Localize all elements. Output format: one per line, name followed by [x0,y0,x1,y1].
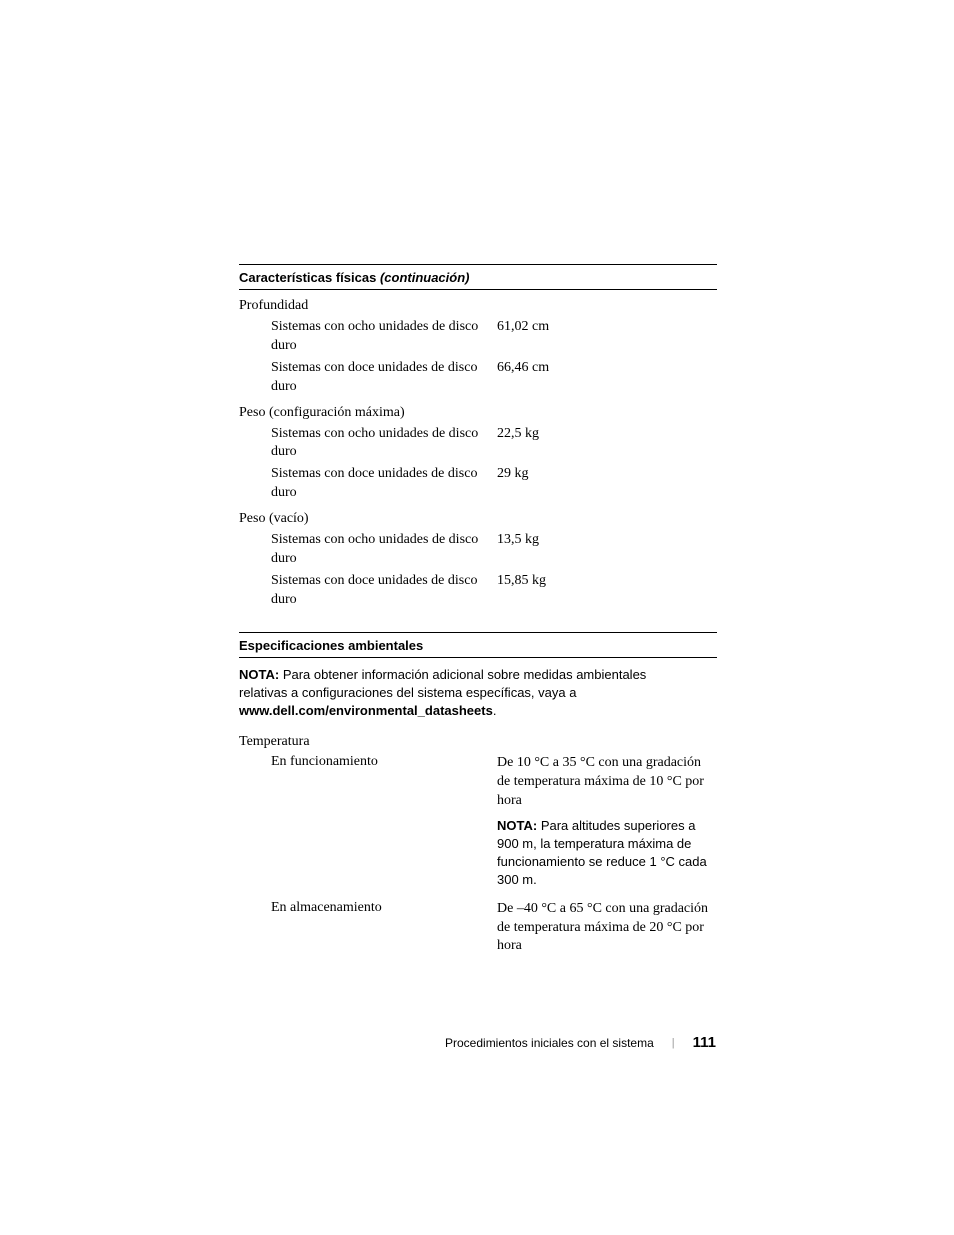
table-row: Sistemas con ocho unidades de disco duro… [239,531,717,569]
spec-value: 13,5 kg [497,531,717,569]
spec-value: 22,5 kg [497,425,717,463]
header-continuation: (continuación) [380,270,470,285]
weight-max-label: Peso (configuración máxima) [239,405,717,421]
spec-label: Sistemas con ocho unidades de disco duro [239,531,497,569]
temp-storage-value: De –40 °C a 65 °C con una gradación de t… [497,900,717,957]
altitude-note: NOTA: Para altitudes superiores a 900 m,… [497,817,717,890]
spec-value: 15,85 kg [497,572,717,610]
altitude-note-prefix: NOTA: [497,818,541,833]
note-url: www.dell.com/environmental_datasheets [239,703,493,718]
table-row: En almacenamiento De –40 °C a 65 °C con … [239,900,717,957]
spec-label: Sistemas con doce unidades de disco duro [239,359,497,397]
table-row: En funcionamiento De 10 °C a 35 °C con u… [239,754,717,895]
depth-label: Profundidad [239,298,717,314]
footer-text: Procedimientos iniciales con el sistema [445,1036,654,1050]
footer-page-number: 111 [693,1034,716,1051]
spec-label: Sistemas con doce unidades de disco duro [239,465,497,503]
environmental-note: NOTA: Para obtener información adicional… [239,666,717,721]
page-footer: Procedimientos iniciales con el sistema … [445,1034,716,1051]
spec-label: Sistemas con doce unidades de disco duro [239,572,497,610]
header-title: Características físicas [239,270,380,285]
table-row: Sistemas con ocho unidades de disco duro… [239,425,717,463]
weight-empty-label: Peso (vacío) [239,511,717,527]
physical-section-header: Características físicas (continuación) [239,264,717,290]
environmental-section-header: Especificaciones ambientales [239,632,717,658]
page-content: Características físicas (continuación) P… [239,264,717,960]
table-row: Sistemas con ocho unidades de disco duro… [239,318,717,356]
footer-separator: | [672,1037,675,1049]
spec-label: Sistemas con ocho unidades de disco duro [239,425,497,463]
note-prefix: NOTA: [239,667,283,682]
spec-label: Sistemas con ocho unidades de disco duro [239,318,497,356]
spec-value: 29 kg [497,465,717,503]
spec-value: 61,02 cm [497,318,717,356]
table-row: Sistemas con doce unidades de disco duro… [239,359,717,397]
temp-operating-value: De 10 °C a 35 °C con una gradación de te… [497,754,717,895]
table-row: Sistemas con doce unidades de disco duro… [239,465,717,503]
note-period: . [493,703,497,718]
spec-value: 66,46 cm [497,359,717,397]
note-text: Para obtener información adicional sobre… [239,667,646,700]
table-row: Sistemas con doce unidades de disco duro… [239,572,717,610]
temp-operating-label: En funcionamiento [239,754,497,895]
temp-storage-label: En almacenamiento [239,900,497,957]
temp-operating-text: De 10 °C a 35 °C con una gradación de te… [497,755,704,808]
temperature-label: Temperatura [239,734,717,750]
